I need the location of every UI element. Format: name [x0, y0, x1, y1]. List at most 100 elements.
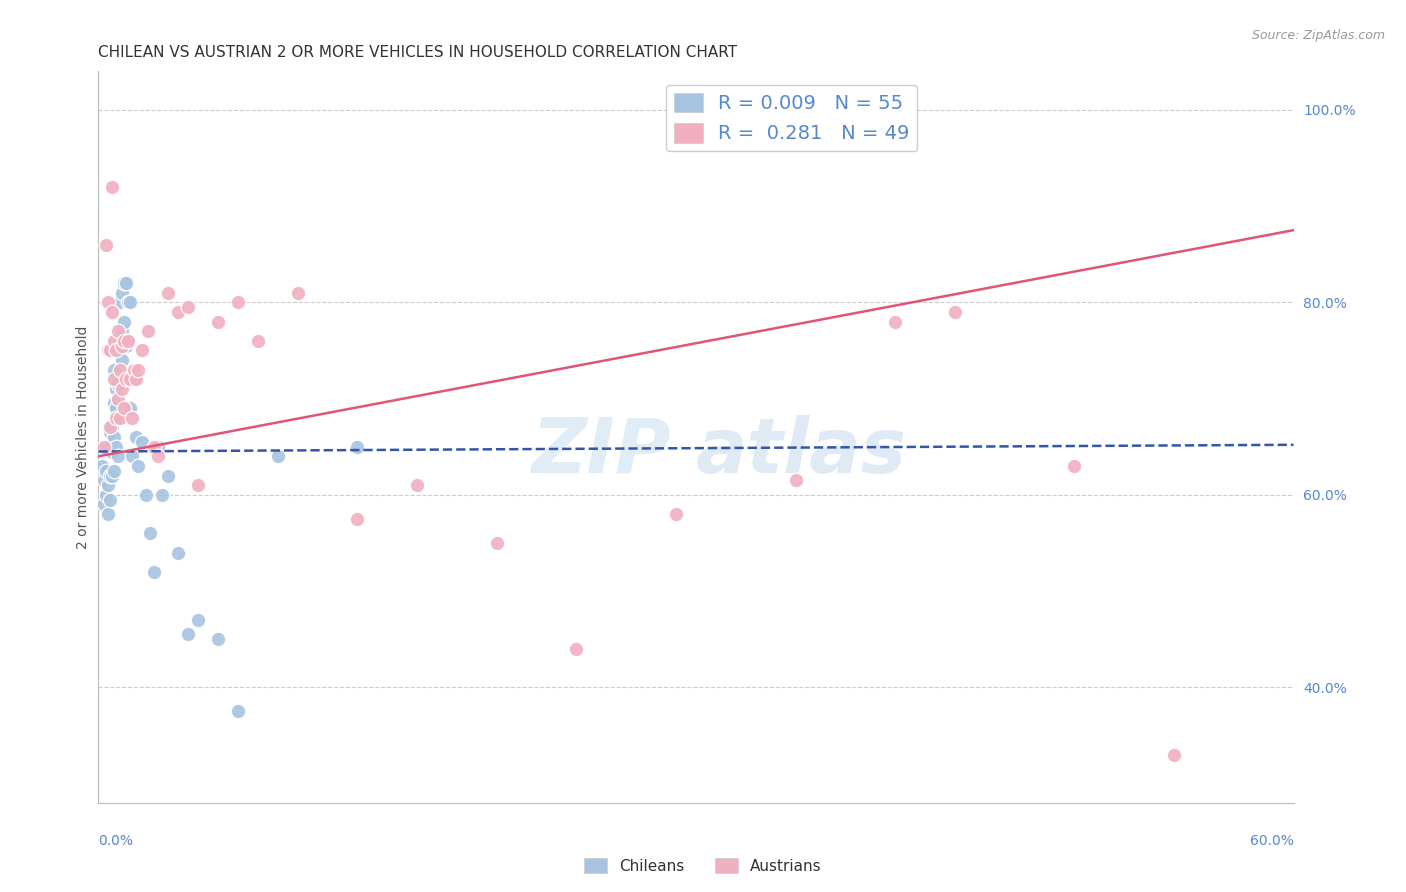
- Point: [97, 440, 120, 454]
- Point: [117, 334, 139, 348]
- Legend: R = 0.009   N = 55, R =  0.281   N = 49: R = 0.009 N = 55, R = 0.281 N = 49: [666, 85, 917, 151]
- Point: [110, 362, 132, 376]
- Point: [93, 498, 115, 512]
- Point: [110, 295, 132, 310]
- Point: [785, 474, 807, 488]
- Point: [148, 450, 170, 464]
- Point: [943, 305, 966, 319]
- Text: atlas: atlas: [696, 415, 907, 489]
- Point: [96, 464, 118, 478]
- Point: [112, 334, 135, 348]
- Point: [117, 295, 139, 310]
- Point: [148, 440, 170, 454]
- Point: [97, 343, 120, 358]
- Point: [101, 305, 124, 319]
- Point: [110, 410, 132, 425]
- Point: [157, 285, 180, 300]
- Point: [97, 295, 120, 310]
- Point: [111, 353, 134, 368]
- Point: [107, 450, 129, 464]
- Point: [96, 488, 118, 502]
- Point: [139, 526, 162, 541]
- Point: [131, 434, 153, 449]
- Text: 60.0%: 60.0%: [1250, 834, 1294, 848]
- Point: [103, 464, 125, 478]
- Point: [187, 478, 209, 492]
- Point: [112, 315, 135, 329]
- Point: [135, 488, 157, 502]
- Point: [91, 458, 114, 473]
- Point: [125, 372, 148, 386]
- Point: [121, 410, 143, 425]
- Point: [884, 315, 907, 329]
- Point: [100, 492, 122, 507]
- Legend: Chileans, Austrians: Chileans, Austrians: [578, 852, 828, 880]
- Point: [207, 632, 229, 647]
- Point: [93, 474, 115, 488]
- Point: [111, 285, 134, 300]
- Point: [107, 392, 129, 406]
- Point: [143, 440, 166, 454]
- Point: [105, 410, 128, 425]
- Point: [226, 295, 249, 310]
- Point: [406, 478, 429, 492]
- Point: [105, 343, 128, 358]
- Point: [187, 613, 209, 627]
- Y-axis label: 2 or more Vehicles in Household: 2 or more Vehicles in Household: [76, 326, 90, 549]
- Point: [1063, 458, 1085, 473]
- Point: [1163, 747, 1185, 762]
- Point: [177, 300, 200, 314]
- Point: [110, 334, 132, 348]
- Point: [485, 536, 508, 550]
- Point: [112, 401, 135, 416]
- Point: [115, 339, 138, 353]
- Point: [167, 305, 190, 319]
- Point: [267, 450, 290, 464]
- Point: [346, 512, 368, 526]
- Point: [226, 705, 249, 719]
- Point: [115, 276, 138, 290]
- Text: Source: ZipAtlas.com: Source: ZipAtlas.com: [1251, 29, 1385, 42]
- Point: [124, 362, 146, 376]
- Point: [117, 334, 139, 348]
- Point: [100, 343, 122, 358]
- Point: [103, 362, 125, 376]
- Point: [101, 468, 124, 483]
- Point: [131, 343, 153, 358]
- Point: [100, 425, 122, 440]
- Point: [111, 339, 134, 353]
- Point: [107, 324, 129, 338]
- Point: [97, 478, 120, 492]
- Point: [565, 641, 588, 656]
- Point: [103, 396, 125, 410]
- Point: [150, 488, 173, 502]
- Point: [143, 565, 166, 579]
- Point: [100, 420, 122, 434]
- Point: [177, 627, 200, 641]
- Point: [287, 285, 309, 300]
- Point: [127, 458, 149, 473]
- Point: [346, 440, 368, 454]
- Point: [125, 430, 148, 444]
- Point: [112, 276, 135, 290]
- Point: [100, 468, 122, 483]
- Text: ZIP: ZIP: [533, 415, 672, 489]
- Point: [97, 507, 120, 521]
- Point: [111, 324, 134, 338]
- Point: [136, 324, 159, 338]
- Point: [96, 237, 118, 252]
- Point: [120, 401, 142, 416]
- Point: [167, 545, 190, 559]
- Point: [120, 295, 142, 310]
- Point: [111, 382, 134, 396]
- Point: [107, 410, 129, 425]
- Point: [665, 507, 688, 521]
- Point: [121, 450, 143, 464]
- Point: [93, 440, 115, 454]
- Point: [103, 334, 125, 348]
- Point: [107, 377, 129, 392]
- Point: [101, 179, 124, 194]
- Point: [101, 420, 124, 434]
- Point: [246, 334, 269, 348]
- Point: [105, 440, 128, 454]
